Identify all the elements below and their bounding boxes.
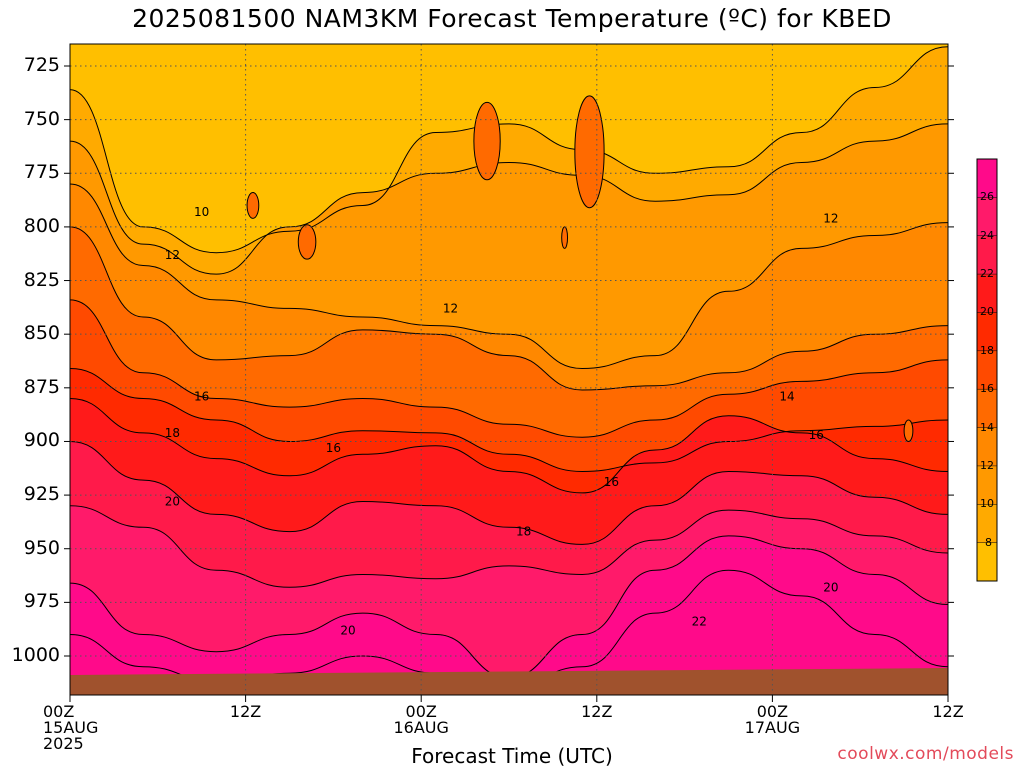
y-tick-label: 950 [23,536,60,559]
x-tick-label: 00Z 17AUG [744,702,801,737]
colorbar-label: 18 [980,343,994,357]
contour-label: 16 [604,475,619,489]
colorbar-label: 8 [985,535,992,549]
x-tick-label: 12Z [581,702,613,721]
colorbar-segment [977,465,997,505]
ground-surface [70,668,948,695]
x-tick-label: 00Z 15AUG 2025 [43,702,99,753]
isotherm-line [69,299,949,438]
contour-label: 16 [326,441,341,455]
colorbar-segment [977,235,997,275]
x-tick-label: 12Z [229,702,262,721]
colorbar-segment [977,389,997,428]
colorbar-segment [977,312,997,351]
isotherm-cell [297,224,317,260]
y-tick-label: 925 [23,483,60,506]
colorbar-label: 24 [980,228,994,242]
colorbar-segment [977,159,997,198]
source-credit: coolwx.com/models [837,744,1014,764]
temperature-bands [70,44,948,695]
contour-label: 14 [779,389,794,403]
x-axis-title: Forecast Time (UTC) [411,744,613,768]
contour-label: 12 [165,248,180,262]
contour-label: 18 [516,525,531,539]
isotherm-line [69,398,949,494]
y-tick-label: 775 [23,161,60,184]
contour-label: 20 [823,580,838,594]
isotherm-line [69,441,949,545]
y-tick-label: 975 [23,590,60,613]
colorbar-segment [977,427,997,466]
contour-label: 20 [340,623,355,637]
x-tick-label: 12Z [932,702,964,721]
colorbar-label: 14 [980,420,994,434]
x-tick-label: 00Z 16AUG [393,702,449,737]
chart-title: 2025081500 NAM3KM Forecast Temperature (… [132,4,892,33]
y-tick-label: 850 [23,322,60,345]
isotherm-line [69,368,949,473]
grid-lines [70,44,948,695]
colorbar-segment [977,274,997,313]
colorbar [976,158,998,582]
colorbar-label: 26 [980,190,994,204]
colorbar-segment [977,504,997,543]
isotherm-line [69,505,949,588]
colorbar-label: 22 [980,267,994,281]
temperature-band [70,570,948,695]
colorbar-segment [977,542,997,581]
isotherm-cell [246,192,260,219]
isotherm-line [69,226,949,391]
contour-labels: 10 12 12 12 14 16 16 16 16 18 18 20 20 20 22 [165,205,839,637]
y-tick-label: 900 [23,429,60,452]
isotherm-cell [561,226,569,249]
contour-label: 10 [194,205,209,219]
contour-label: 16 [194,389,209,403]
colorbar-segment [977,350,997,390]
isotherm-cell [903,419,914,442]
contour-label: 22 [692,615,707,629]
y-tick-label: 750 [23,107,60,130]
plot-frame [69,43,949,696]
contour-label: 16 [809,428,824,442]
isotherm-cell [473,101,501,181]
contour-label: 12 [823,211,838,225]
axis-ticks [64,65,954,702]
colorbar-frame [976,158,998,582]
y-tick-label: 800 [23,214,60,237]
y-tick-label: 875 [23,375,60,398]
y-tick-label: 725 [23,54,60,76]
contour-label: 20 [165,495,180,509]
isotherm-line [69,183,949,370]
colorbar-label: 10 [980,497,994,511]
y-tick-label: 1000 [11,644,60,666]
colorbar-label: 16 [980,382,994,396]
isotherm-cell [574,95,605,209]
y-tick-label: 825 [23,268,60,291]
colorbar-segment [977,197,997,236]
colorbar-label: 12 [980,458,994,472]
contour-label: 18 [165,426,180,440]
colorbar-label: 20 [980,305,994,319]
contour-label: 12 [443,301,458,315]
